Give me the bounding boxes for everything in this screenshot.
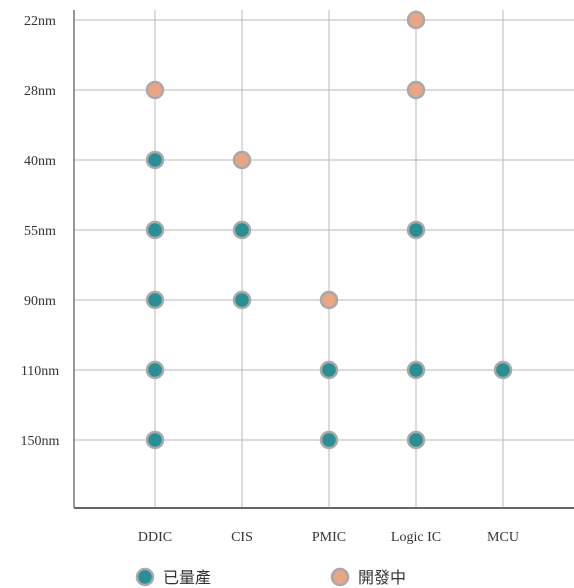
axes: [73, 10, 574, 509]
x-tick-label: Logic IC: [391, 530, 441, 545]
legend-marker: [135, 567, 155, 587]
x-tick-label: CIS: [231, 530, 253, 545]
point-in-production: [145, 360, 165, 380]
legend-label: 開發中: [358, 568, 406, 587]
point-in-production: [406, 220, 426, 240]
x-tick-label: MCU: [487, 530, 519, 545]
y-tick-label: 90nm: [24, 294, 56, 309]
point-in-production: [406, 430, 426, 450]
legend-marker: [330, 567, 350, 587]
point-in-production: [145, 150, 165, 170]
legend-label: 已量產: [163, 568, 211, 587]
y-tick-label: 28nm: [24, 84, 56, 99]
point-in-production: [319, 360, 339, 380]
x-tick-label: PMIC: [312, 530, 346, 545]
point-in-development: [406, 10, 426, 30]
point-in-development: [406, 80, 426, 100]
point-in-production: [232, 290, 252, 310]
y-tick-label: 110nm: [21, 364, 59, 379]
point-in-development: [319, 290, 339, 310]
data-points: [145, 10, 513, 450]
y-tick-label: 40nm: [24, 154, 56, 169]
point-in-production: [319, 430, 339, 450]
y-tick-labels: 22nm 28nm 40nm 55nm 90nm 110nm 150nm: [21, 14, 60, 449]
point-in-production: [232, 220, 252, 240]
point-in-production: [145, 220, 165, 240]
point-in-production: [493, 360, 513, 380]
point-in-production: [406, 360, 426, 380]
point-in-development: [232, 150, 252, 170]
y-tick-label: 22nm: [24, 14, 56, 29]
y-tick-label: 55nm: [24, 224, 56, 239]
point-in-production: [145, 290, 165, 310]
x-tick-label: DDIC: [138, 530, 172, 545]
point-in-development: [145, 80, 165, 100]
legend: 已量產 開發中: [135, 567, 406, 587]
x-tick-labels: DDIC CIS PMIC Logic IC MCU: [138, 530, 519, 545]
y-tick-label: 150nm: [21, 434, 60, 449]
point-in-production: [145, 430, 165, 450]
